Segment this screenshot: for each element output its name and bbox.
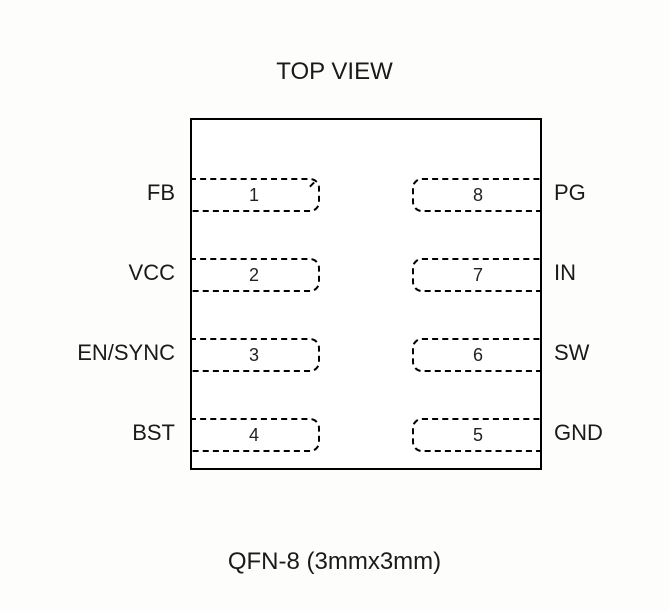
pin-7-label: IN bbox=[554, 260, 576, 286]
package-outline: 1 2 3 4 8 7 6 5 bbox=[190, 118, 542, 470]
pin-2: 2 bbox=[190, 258, 320, 292]
pin-4-label: BST bbox=[132, 420, 175, 446]
pin1-notch-icon bbox=[309, 178, 320, 197]
pin-1-label: FB bbox=[147, 180, 175, 206]
pin-8-number: 8 bbox=[473, 185, 483, 206]
pin-6-label: SW bbox=[554, 340, 589, 366]
pin-5-label: GND bbox=[554, 420, 603, 446]
package-footer: QFN-8 (3mmx3mm) bbox=[0, 548, 669, 576]
pin-6: 6 bbox=[412, 338, 542, 372]
pin-3-label: EN/SYNC bbox=[77, 340, 175, 366]
pin-7: 7 bbox=[412, 258, 542, 292]
pin-5-number: 5 bbox=[473, 425, 483, 446]
pin-5: 5 bbox=[412, 418, 542, 452]
pin-2-label: VCC bbox=[129, 260, 175, 286]
pin-4: 4 bbox=[190, 418, 320, 452]
pin-4-number: 4 bbox=[249, 425, 259, 446]
page-title: TOP VIEW bbox=[0, 58, 669, 86]
pin-3-number: 3 bbox=[249, 345, 259, 366]
pin-2-number: 2 bbox=[249, 265, 259, 286]
pin-3: 3 bbox=[190, 338, 320, 372]
pin-8-label: PG bbox=[554, 180, 586, 206]
pin-1-number: 1 bbox=[249, 185, 259, 206]
pin-8: 8 bbox=[412, 178, 542, 212]
pin-1: 1 bbox=[190, 178, 320, 212]
pin-6-number: 6 bbox=[473, 345, 483, 366]
pin-7-number: 7 bbox=[473, 265, 483, 286]
